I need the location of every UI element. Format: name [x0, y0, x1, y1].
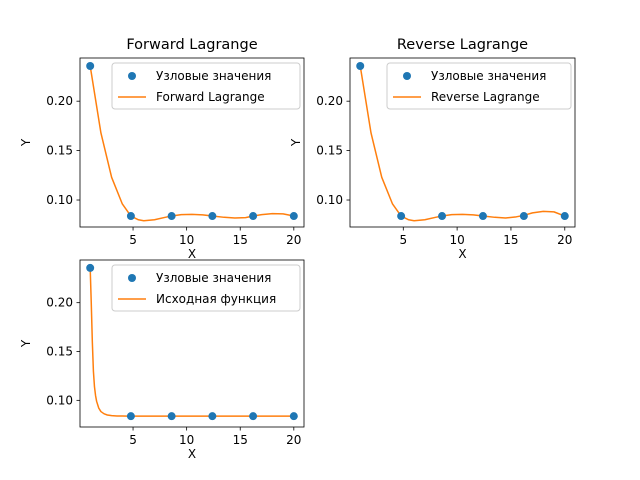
data-point: [478, 212, 487, 221]
x-tick-label: 15: [503, 233, 518, 247]
y-tick-label: 0.15: [46, 345, 73, 359]
legend-box: [386, 62, 572, 110]
data-point: [560, 212, 569, 221]
x-tick-label: 15: [233, 233, 248, 247]
legend-label-nodes: Узловые значения: [156, 69, 271, 83]
y-tick-label: 0.15: [316, 144, 343, 158]
y-tick-label: 0.10: [46, 193, 73, 207]
y-tick-label: 0.20: [46, 296, 73, 310]
legend-label-nodes: Узловые значения: [156, 271, 271, 285]
legend-label-curve: Forward Lagrange: [156, 90, 265, 104]
x-tick-label: 5: [129, 433, 137, 447]
legend-marker-nodes: [128, 72, 136, 80]
x-tick-label: 15: [233, 433, 248, 447]
axes-frame: [79, 57, 305, 228]
x-axis-label: X: [458, 247, 466, 261]
legend-marker-nodes: [403, 72, 411, 80]
legend-box: [111, 264, 301, 312]
legend-label-curve: Исходная функция: [156, 292, 276, 306]
series-line-1: [89, 65, 294, 222]
data-point: [167, 412, 176, 421]
y-tick-label: 0.10: [316, 193, 343, 207]
data-point: [86, 263, 95, 272]
data-point: [167, 212, 176, 221]
data-point: [519, 212, 528, 221]
x-tick-label: 20: [286, 233, 301, 247]
data-point: [126, 412, 135, 421]
y-axis-label: Y: [289, 138, 303, 147]
y-tick-label: 0.15: [46, 144, 73, 158]
x-tick-label: 10: [179, 433, 194, 447]
subplot-title: Reverse Lagrange: [397, 37, 528, 53]
y-tick-label: 0.20: [46, 94, 73, 108]
data-point: [249, 412, 258, 421]
x-axis-label: X: [188, 447, 196, 461]
data-point: [438, 212, 447, 221]
data-point: [356, 62, 365, 71]
x-tick-label: 10: [179, 233, 194, 247]
y-tick-label: 0.20: [316, 94, 343, 108]
x-tick-label: 5: [129, 233, 137, 247]
x-tick-label: 20: [557, 233, 572, 247]
legend-marker-nodes: [128, 274, 136, 282]
legend-label-curve: Reverse Lagrange: [431, 90, 540, 104]
subplot-original-function: 5 10 15 20 0.10 0.15 0.20 X Y Узловые значения…: [19, 259, 305, 461]
y-tick-label: 0.10: [46, 393, 73, 407]
data-point: [249, 212, 258, 221]
data-point: [208, 412, 217, 421]
series-line-1: [89, 267, 294, 417]
data-point: [86, 62, 95, 71]
axes-frame: [79, 259, 305, 428]
y-axis-label: Y: [19, 138, 33, 147]
data-point: [289, 412, 298, 421]
data-point: [126, 212, 135, 221]
axes-frame: [349, 57, 576, 228]
data-point: [208, 212, 217, 221]
x-tick-label: 20: [286, 433, 301, 447]
legend-box: [111, 62, 301, 110]
subplot-title: Forward Lagrange: [126, 37, 257, 53]
series-line-1: [359, 65, 566, 222]
x-axis-label: X: [188, 247, 196, 261]
y-axis-label: Y: [19, 339, 33, 348]
x-tick-label: 10: [449, 233, 464, 247]
data-point: [397, 212, 406, 221]
data-point: [289, 212, 298, 221]
legend-label-nodes: Узловые значения: [431, 69, 546, 83]
x-tick-label: 5: [399, 233, 407, 247]
